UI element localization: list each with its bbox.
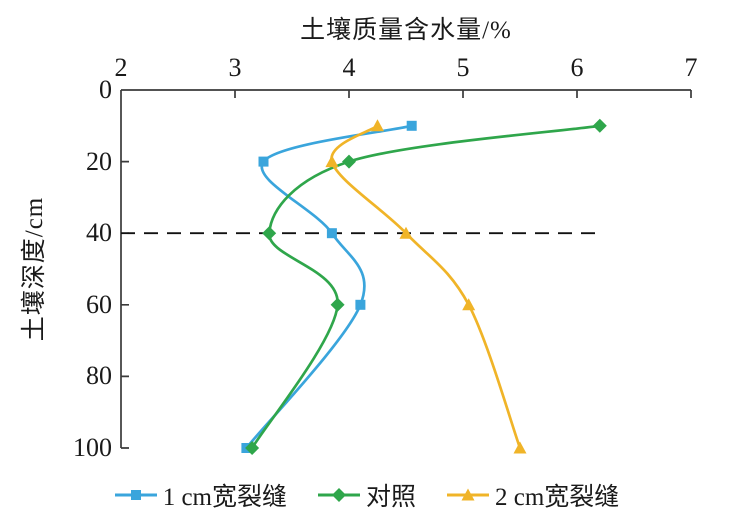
y-tick-label: 60: [86, 289, 112, 319]
diamond-marker: [592, 118, 607, 133]
legend-swatch-square: [114, 490, 157, 500]
series-line: [330, 124, 522, 450]
square-marker: [258, 156, 269, 167]
legend-label: 对照: [365, 484, 416, 511]
square-marker: [130, 490, 141, 500]
diamond-marker: [330, 297, 345, 312]
legend-swatch-triangle: [447, 488, 489, 501]
triangle-marker: [461, 488, 475, 501]
triangle-marker: [513, 441, 527, 454]
triangle-marker: [399, 226, 413, 239]
triangle-marker: [462, 298, 476, 311]
series-line: [250, 124, 602, 450]
triangle-marker: [325, 155, 339, 168]
legend: 1 cm宽裂缝 对照 2 cm宽裂缝: [0, 477, 733, 513]
square-marker: [355, 299, 366, 310]
x-tick-label: 7: [684, 53, 698, 82]
legend-label: 1 cm宽裂缝: [162, 484, 287, 511]
y-tick-label: 100: [73, 433, 112, 462]
legend-item-1cm-crack: 1 cm宽裂缝: [114, 477, 287, 513]
x-tick-label: 6: [570, 53, 584, 82]
legend-item-2cm-crack: 2 cm宽裂缝: [446, 477, 619, 513]
legend-swatch-diamond: [317, 488, 360, 502]
x-tick-label: 5: [456, 53, 470, 82]
y-tick-label: 40: [86, 218, 112, 248]
x-axis-title: 土壤质量含水量/%: [300, 17, 512, 44]
diamond-marker: [342, 154, 356, 169]
diamond-marker: [262, 226, 277, 241]
y-tick-label: 80: [86, 361, 112, 391]
axes: [120, 89, 692, 449]
series-line: [245, 124, 414, 450]
legend-item-control: 对照: [317, 477, 416, 513]
y-tick-label: 20: [86, 146, 112, 176]
series-0: [241, 120, 417, 453]
triangle-marker: [371, 119, 384, 132]
series-2: [325, 119, 527, 454]
diamond-marker: [331, 488, 346, 502]
square-marker: [406, 120, 417, 131]
x-tick-label: 3: [228, 53, 242, 82]
legend-label: 2 cm宽裂缝: [495, 484, 620, 511]
x-tick-label: 2: [114, 53, 128, 82]
square-marker: [326, 228, 337, 239]
diamond-marker: [245, 441, 260, 455]
series-1: [245, 118, 607, 455]
y-tick-label: 0: [99, 75, 112, 104]
x-tick-label: 4: [342, 53, 356, 82]
